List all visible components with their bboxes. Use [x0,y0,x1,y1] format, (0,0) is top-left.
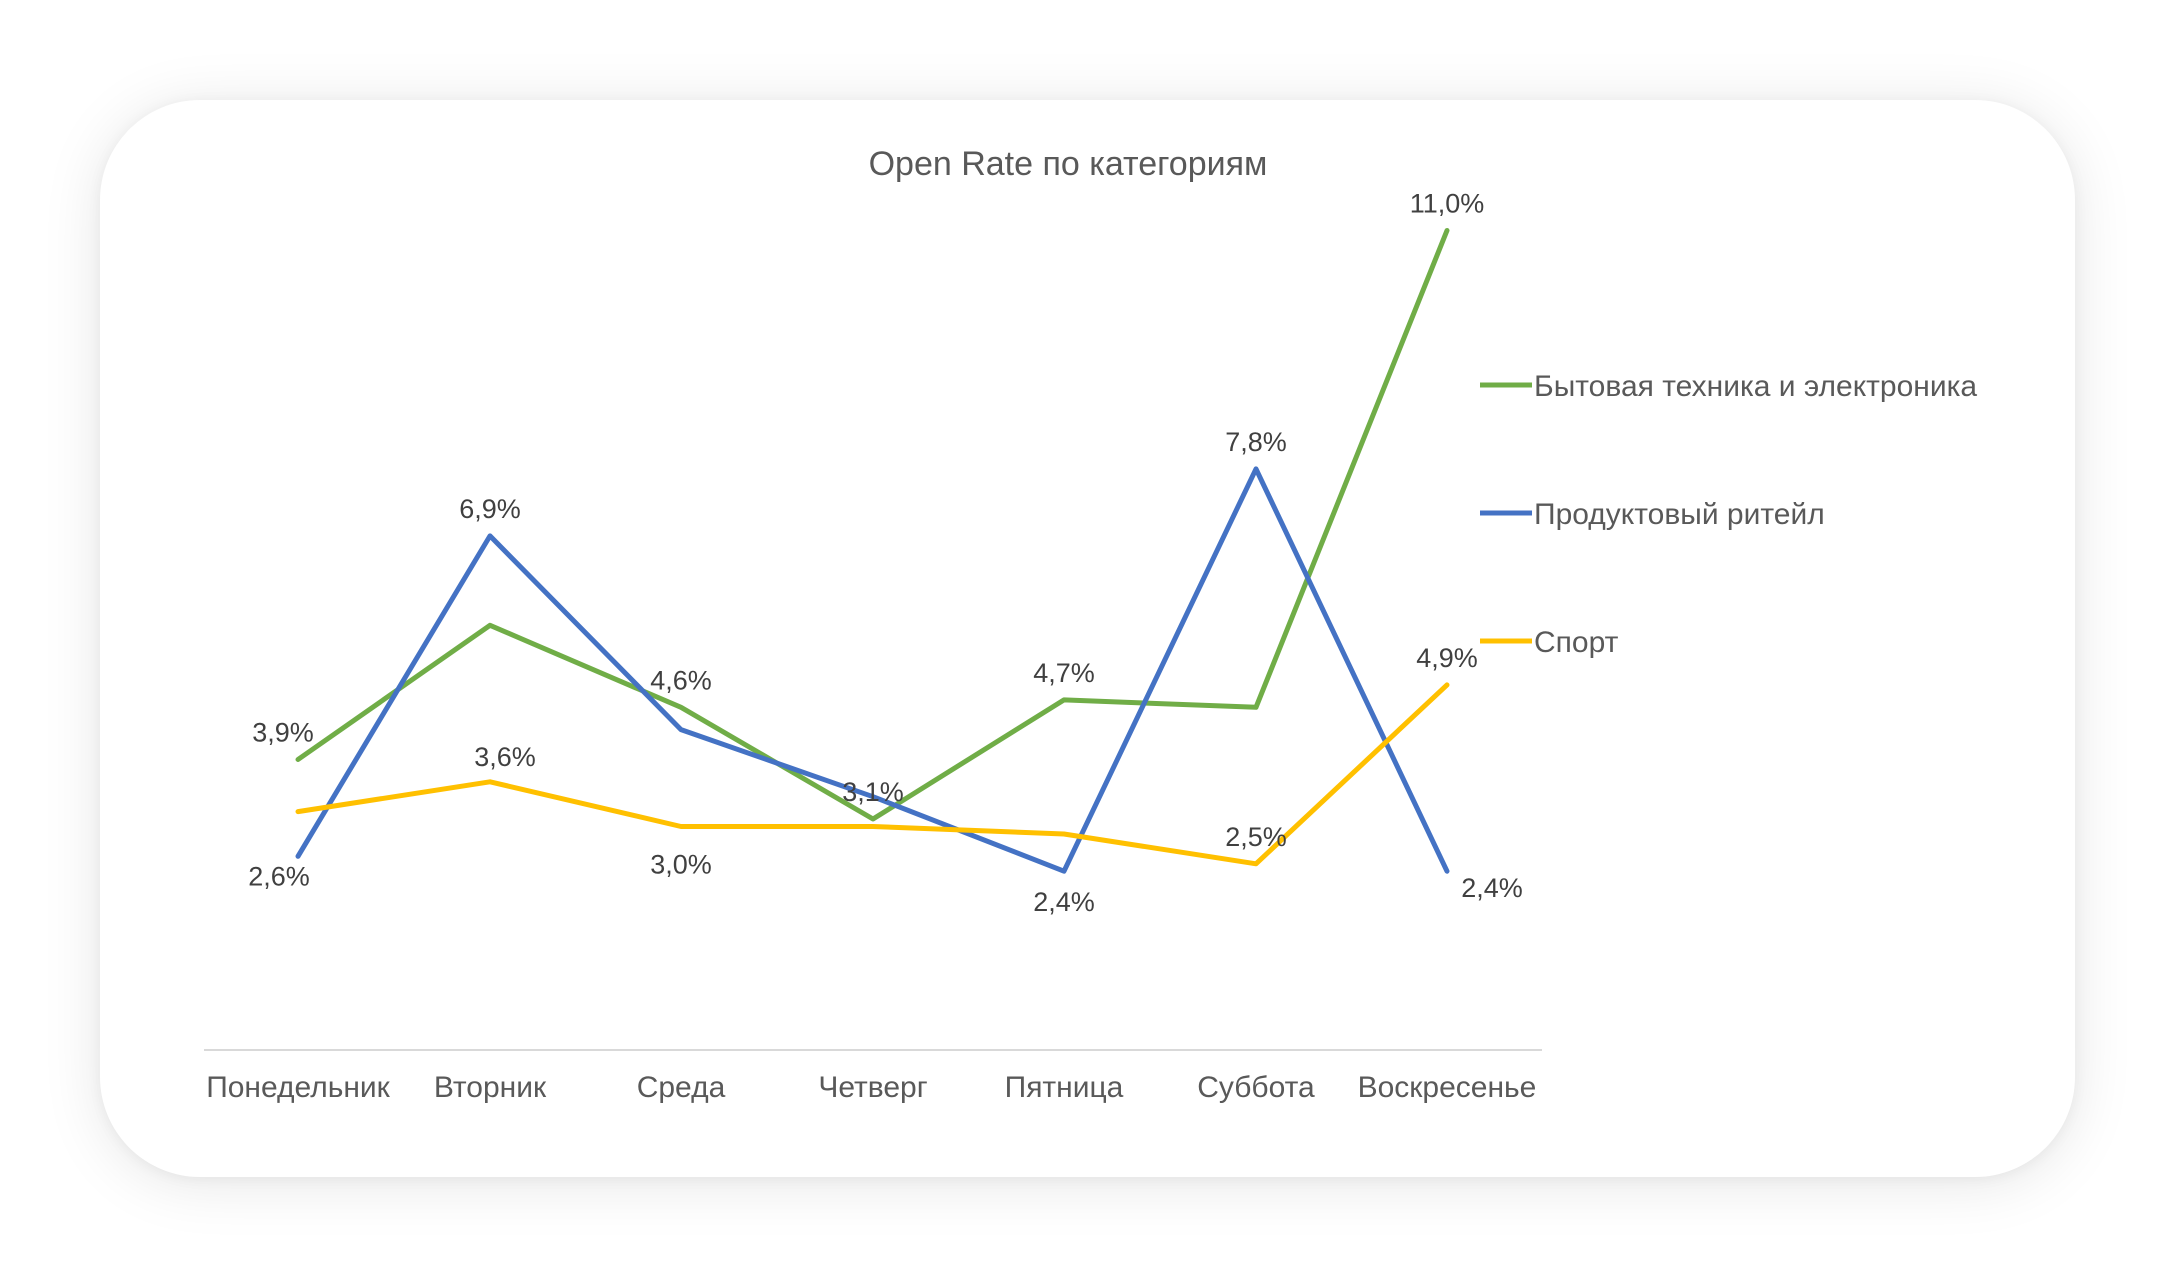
x-tick-label: Пятница [1005,1071,1124,1104]
x-tick-label: Понедельник [206,1071,390,1104]
data-label: 3,6% [474,742,536,772]
data-label: 3,0% [650,850,712,880]
data-label: 2,5% [1225,822,1287,852]
x-axis-ticks: Понедельник Вторник Среда Четверг Пятница Суб… [206,1071,1536,1104]
legend: Бытовая техника и электроника Продуктовый… [1480,370,1977,659]
data-label: 7,8% [1225,427,1287,457]
data-label: 4,9% [1416,643,1478,673]
series-lines [295,228,1450,874]
series-line [295,228,1450,822]
series-line [295,466,1450,874]
x-tick-label: Четверг [818,1071,927,1104]
data-label: 11,0% [1410,189,1485,219]
data-label: 6,9% [459,494,521,524]
legend-label: Продуктовый ритейл [1534,498,1825,531]
legend-label: Бытовая техника и электроника [1534,370,1977,403]
data-labels: 3,9% 4,6% 3,1% 4,7% 11,0% 2,6% 6,9% 2,4% 7,8% 2,4… [248,189,1523,918]
chart-title: Open Rate по категориям [869,145,1268,183]
series-line [295,682,1450,867]
x-tick-label: Вторник [434,1071,547,1104]
data-label: 2,4% [1461,873,1523,903]
x-tick-label: Суббота [1197,1071,1315,1104]
x-tick-label: Среда [637,1071,726,1104]
data-label: 2,4% [1033,887,1095,917]
data-label: 2,6% [248,861,310,891]
x-tick-label: Воскресенье [1358,1071,1537,1104]
data-label: 3,9% [252,717,314,747]
data-label: 4,7% [1033,658,1095,688]
data-label: 4,6% [650,665,712,695]
data-label: 3,1% [842,777,904,807]
legend-label: Спорт [1534,626,1619,659]
